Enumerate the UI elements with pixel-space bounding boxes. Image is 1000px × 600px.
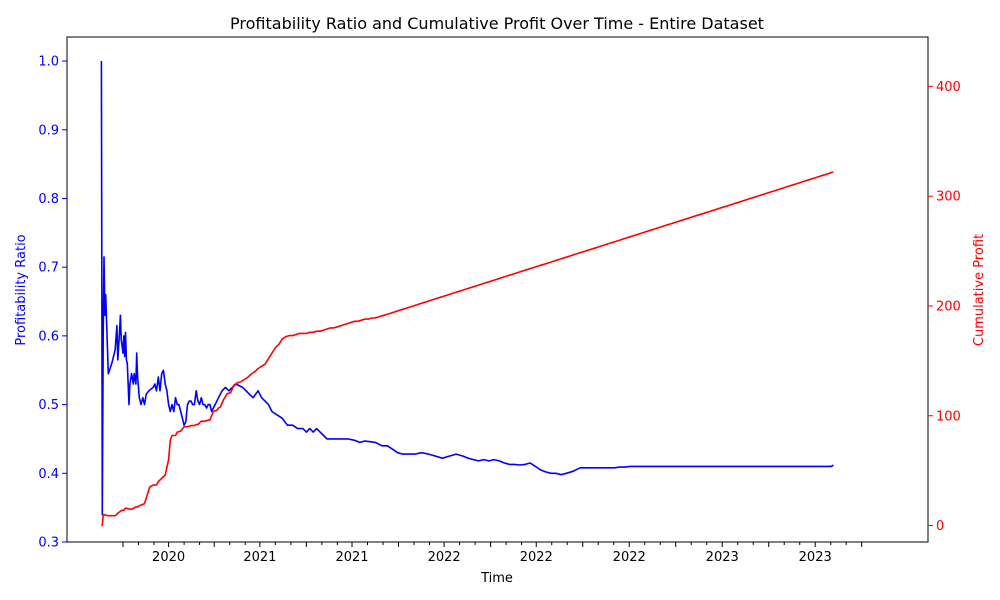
left-y-tick-label: 0.8 bbox=[38, 192, 59, 207]
left-y-tick-label: 0.7 bbox=[38, 261, 59, 276]
x-axis: 2020 2021 2021 2022 2022 2022 2023 2023 bbox=[122, 542, 863, 565]
left-y-tick-label: 0.9 bbox=[38, 123, 59, 138]
left-y-tick-label: 0.4 bbox=[38, 467, 59, 482]
x-tick-label: 2020 bbox=[152, 550, 185, 565]
x-tick-label: 2022 bbox=[520, 550, 553, 565]
profitability-ratio-line bbox=[100, 60, 834, 516]
x-tick-label: 2022 bbox=[428, 550, 461, 565]
right-y-tick-label: 400 bbox=[936, 80, 961, 95]
left-y-tick-label: 1.0 bbox=[38, 55, 59, 70]
right-y-tick-label: 300 bbox=[936, 190, 961, 205]
cumulative-profit-line bbox=[101, 171, 834, 527]
right-y-tick-label: 200 bbox=[936, 299, 961, 314]
x-tick-label: 2022 bbox=[613, 550, 646, 565]
right-y-tick-label: 100 bbox=[936, 409, 961, 424]
series-layer bbox=[100, 60, 834, 527]
x-tick-label: 2023 bbox=[799, 550, 832, 565]
plot-area bbox=[66, 36, 929, 543]
chart-title: Profitability Ratio and Cumulative Profi… bbox=[230, 14, 764, 33]
x-axis-label: Time bbox=[480, 571, 513, 586]
x-tick-label: 2021 bbox=[243, 550, 276, 565]
left-y-tick-label: 0.3 bbox=[38, 536, 59, 551]
x-tick-label: 2023 bbox=[706, 550, 739, 565]
right-y-axis: 0 100 200 300 400 bbox=[928, 80, 961, 534]
right-y-axis-label: Cumulative Profit bbox=[972, 234, 987, 346]
x-tick-label: 2021 bbox=[335, 550, 368, 565]
left-y-tick-label: 0.6 bbox=[38, 329, 59, 344]
right-y-tick-label: 0 bbox=[936, 519, 944, 534]
left-y-axis-label: Profitability Ratio bbox=[14, 234, 29, 345]
left-y-tick-label: 0.5 bbox=[38, 398, 59, 413]
left-y-axis: 0.3 0.4 0.5 0.6 0.7 0.8 0.9 1.0 bbox=[38, 55, 67, 551]
